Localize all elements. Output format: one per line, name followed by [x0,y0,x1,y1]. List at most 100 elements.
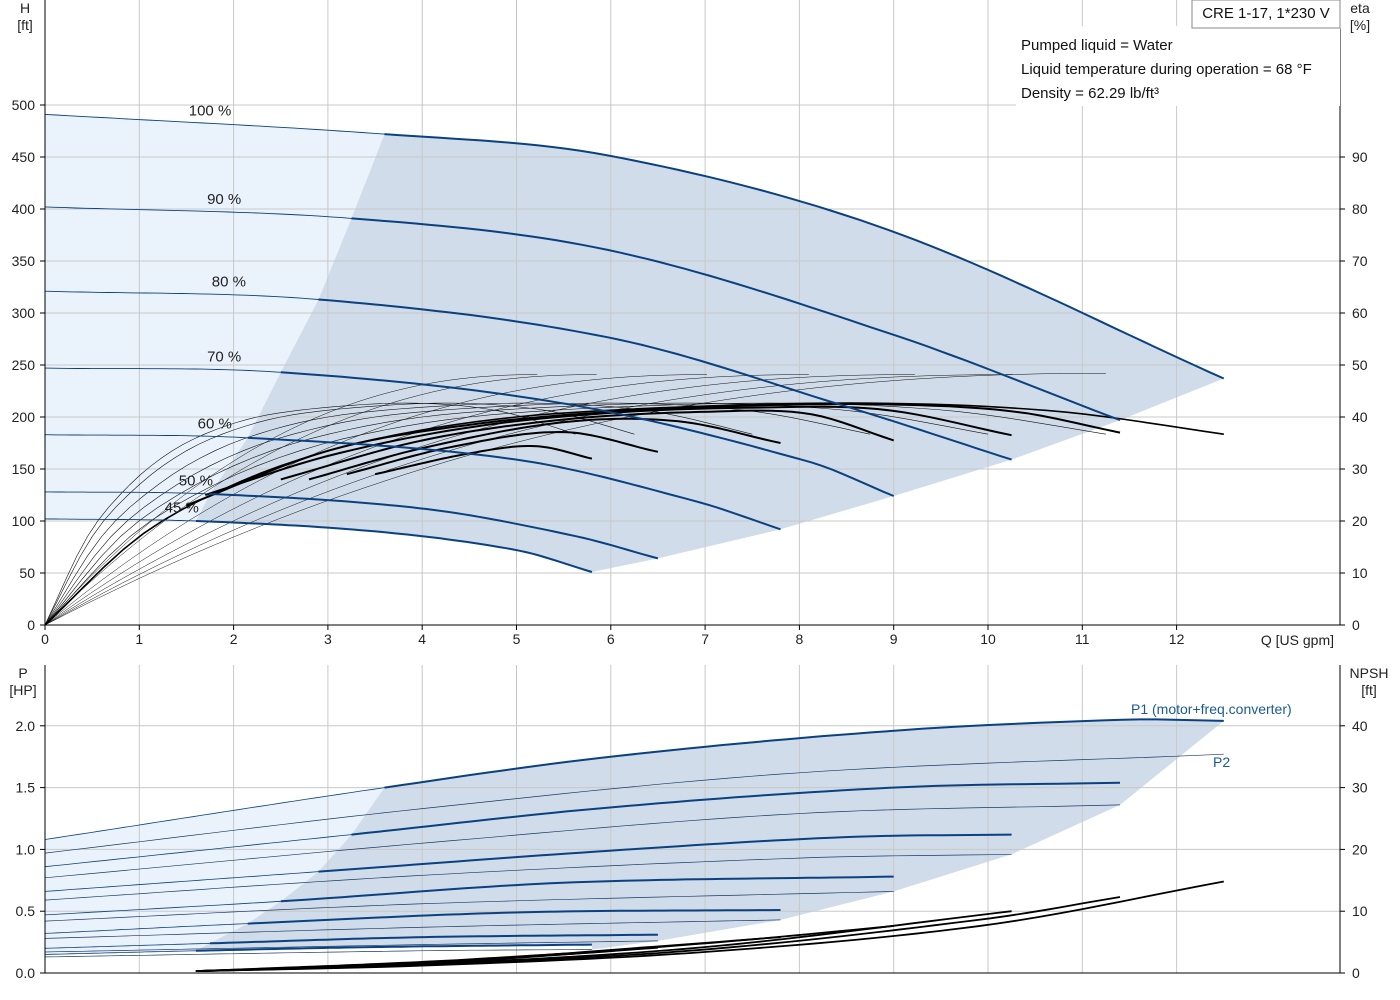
pump-name: CRE 1-17, 1*230 V [1202,5,1330,22]
head-curve-90 [351,217,1121,422]
h-tick-label: 50 [19,565,35,581]
efficiency-curve-45 [374,445,593,476]
h-tick-label: 400 [12,201,36,217]
eta-tick-label: 10 [1352,565,1368,581]
head-curve-45 [195,520,593,573]
speed-label: 90 % [207,191,241,208]
efficiency-curve-90 [186,403,1121,507]
speed-label: 45 % [165,500,199,517]
info-box [1016,26,1340,106]
head-curve-70 [280,371,895,497]
x-tick-label: 10 [980,631,996,647]
speed-label: 50 % [179,472,213,489]
p1-curve-60 [247,909,781,925]
x-tick-label: 6 [607,631,615,647]
x-tick-label: 9 [890,631,898,647]
h-axis-label-line2: [ft] [17,17,33,33]
p1-curve-thin-80 [44,871,319,892]
info-liquid-temperature: Liquid temperature during operation = 68… [1021,61,1312,78]
h-tick-label: 450 [12,149,36,165]
x-tick-label: 7 [701,631,709,647]
p1-curve-thin-60 [44,923,248,934]
thin-efficiency-curve [44,402,576,626]
p1-curve-thin-90 [44,834,352,868]
h-tick-label: 100 [12,513,36,529]
p1-curve-thin-50 [44,942,211,949]
x-tick-label: 1 [135,631,143,647]
p1-curve-45 [195,943,592,952]
head-curve-thin-90 [44,206,352,219]
thin-reference-curve [44,374,1013,626]
speed-label: 70 % [207,349,241,366]
eta-tick-label: 0 [1352,617,1360,633]
p-tick-label: 1.5 [16,780,36,796]
thin-reference-curve [44,374,597,626]
bottom-grid [44,665,1340,974]
eta-tick-label: 80 [1352,201,1368,217]
thin-efficiency-curve [44,402,989,626]
eta-tick-label: 50 [1352,357,1368,373]
h-tick-label: 0 [27,617,35,633]
bottom-light-area [45,787,385,955]
top-operating-area [195,134,1224,572]
power-npsh-plot: 0.0 0.5 1.0 1.5 2.0 0 10 20 30 40 [16,665,1368,981]
h-tick-label: 200 [12,409,36,425]
p2-curve-45 [44,949,592,958]
npsh-tick-label: 40 [1352,718,1368,734]
npsh-tick-label: 20 [1352,841,1368,857]
head-curve-thin-80 [44,290,319,300]
head-efficiency-plot: 0 1 2 3 4 5 6 7 8 9 10 11 12050100150200250300350400… [12,0,1368,647]
thin-reference-curve [44,373,1106,626]
eta-axis-label-line2: [%] [1350,17,1370,33]
npsh-tick-label: 0 [1352,965,1360,981]
thin-efficiency-curve [44,402,871,626]
x-tick-label: 5 [513,631,521,647]
h-tick-label: 300 [12,305,36,321]
thin-reference-curve [44,374,538,626]
efficiency-curve-50 [346,430,659,476]
npsh-tick-label: 10 [1352,903,1368,919]
eta-tick-label: 40 [1352,409,1368,425]
eta-tick-label: 60 [1352,305,1368,321]
speed-label: 60 % [198,415,232,432]
thin-reference-curve [44,374,707,626]
p2-curve-60 [44,919,781,939]
thin-efficiency-curve [44,402,635,626]
p2-curve-80 [44,853,1012,901]
head-curve-50 [209,493,659,560]
h-tick-label: 150 [12,461,36,477]
eta-tick-label: 30 [1352,461,1368,477]
eta-tick-label: 70 [1352,253,1368,269]
p1-curve-thin-70 [44,900,281,916]
h-tick-label: 350 [12,253,36,269]
eta-tick-label: 20 [1352,513,1368,529]
h-tick-label: 250 [12,357,36,373]
p1-curve-100 [384,718,1224,789]
x-tick-label: 11 [1075,631,1090,647]
info-density: Density = 62.29 lb/ft³ [1021,85,1159,102]
x-axis-label: Q [US gpm] [1261,632,1334,648]
p1-curve-thin-45 [44,950,196,955]
head-curve-thin-50 [45,491,211,495]
h-tick-label: 500 [12,97,36,113]
p-tick-label: 1.0 [16,841,36,857]
head-curve-60 [247,436,781,531]
p2-curve-90 [44,804,1121,879]
pump-name-box [1191,0,1341,29]
npsh-axis-label-line1: NPSH [1350,665,1389,681]
head-curve-thin-45 [44,518,196,522]
p1-curve-thin-100 [44,787,385,840]
x-tick-label: 4 [418,631,426,647]
efficiency-curve-80 [204,405,1012,496]
head-curve-thin-60 [44,434,248,439]
p2-series-label: P2 [1213,754,1230,770]
x-tick-label: 0 [41,631,49,647]
top-light-area [45,114,385,522]
efficiency-curve-100 [44,402,1224,626]
info-pumped-liquid: Pumped liquid = Water [1021,37,1173,54]
x-tick-label: 2 [230,631,238,647]
eta-tick-label: 90 [1352,149,1368,165]
thin-efficiency-curve [44,402,1106,626]
head-curve-thin-70 [44,367,281,373]
